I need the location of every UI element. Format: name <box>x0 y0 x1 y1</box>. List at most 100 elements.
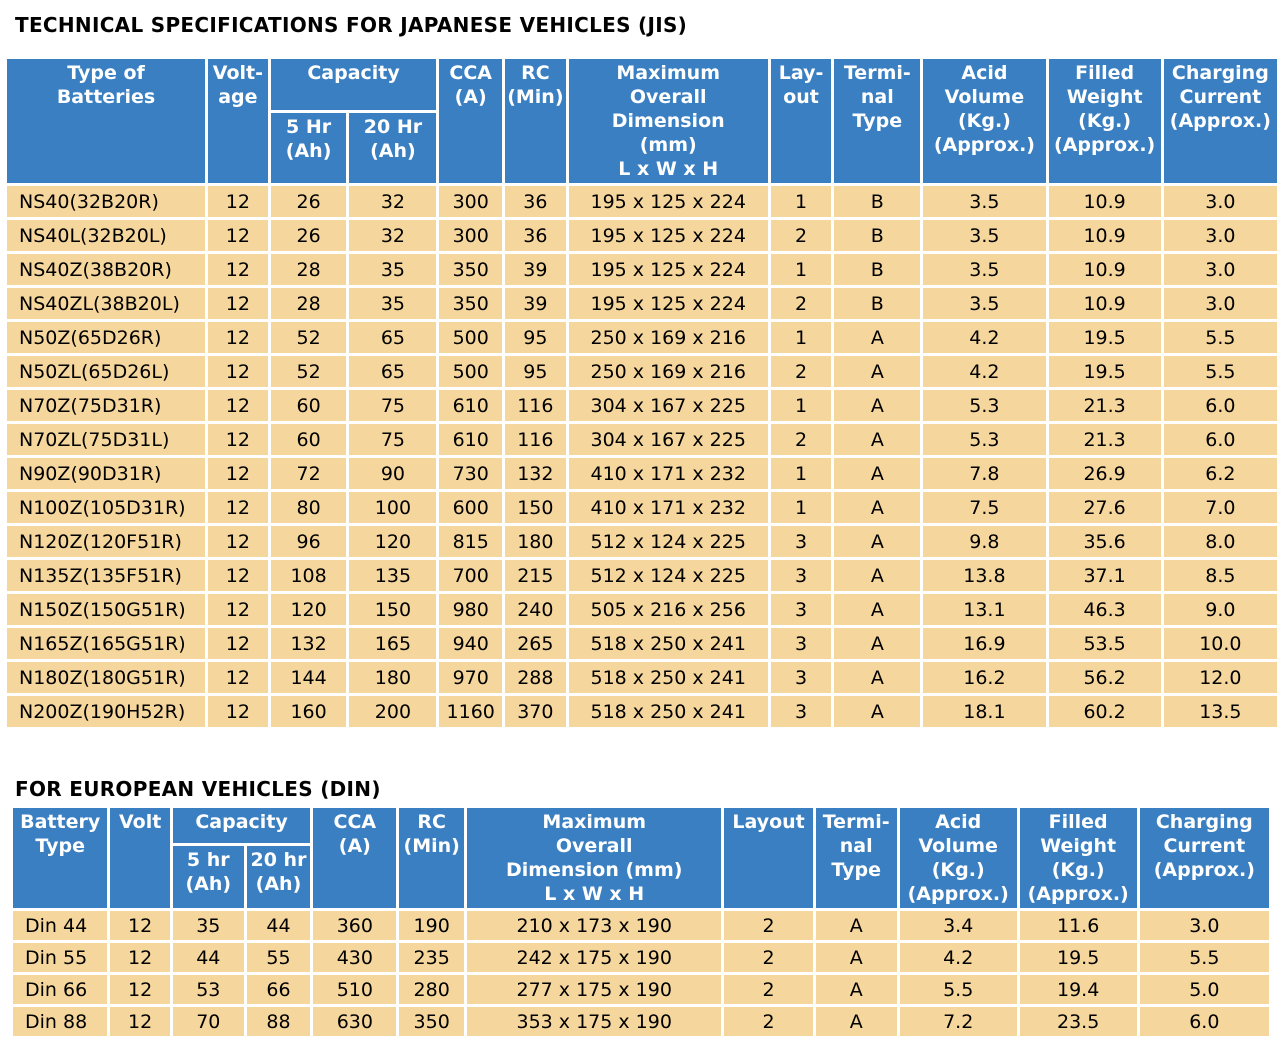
cell-type: N200Z(190H52R) <box>7 696 206 727</box>
cell-layout: 3 <box>770 696 832 727</box>
cell-filled-weight: 60.2 <box>1048 696 1161 727</box>
cell-capacity-20hr: 135 <box>349 560 437 591</box>
cell-terminal-type: A <box>834 390 921 421</box>
header-voltage: Volt <box>110 808 170 908</box>
cell-capacity-20hr: 75 <box>349 390 437 421</box>
cell-type: N50Z(65D26R) <box>7 322 206 353</box>
cell-acid-volume: 13.8 <box>923 560 1046 591</box>
cell-capacity-20hr: 88 <box>246 1007 311 1036</box>
cell-charging-current: 3.0 <box>1163 254 1277 285</box>
table-row: Din 66 12 53 66 510 280 277 x 175 x 190 2 A 5.5 19… <box>13 975 1269 1004</box>
table-row: N135Z(135F51R) 12 108 135 700 215 512 x 124 x … <box>7 560 1277 591</box>
cell-voltage: 12 <box>110 911 170 940</box>
cell-capacity-5hr: 52 <box>270 322 347 353</box>
cell-charging-current: 8.0 <box>1163 526 1277 557</box>
cell-dimension: 210 x 173 x 190 <box>467 911 722 940</box>
cell-charging-current: 5.5 <box>1163 356 1277 387</box>
cell-terminal-type: A <box>834 696 921 727</box>
cell-type: N120Z(120F51R) <box>7 526 206 557</box>
table-row: N70Z(75D31R) 12 60 75 610 116 304 x 167 x 225 1… <box>7 390 1277 421</box>
cell-voltage: 12 <box>208 356 268 387</box>
cell-rc: 116 <box>505 390 566 421</box>
cell-rc: 370 <box>505 696 566 727</box>
cell-capacity-20hr: 150 <box>349 594 437 625</box>
cell-charging-current: 5.0 <box>1139 975 1269 1004</box>
table-row: N100Z(105D31R) 12 80 100 600 150 410 x 171 x 2… <box>7 492 1277 523</box>
cell-charging-current: 6.0 <box>1163 424 1277 455</box>
cell-dimension: 304 x 167 x 225 <box>568 390 768 421</box>
cell-cca: 600 <box>439 492 503 523</box>
cell-capacity-5hr: 108 <box>270 560 347 591</box>
cell-cca: 360 <box>313 911 397 940</box>
header-acid-volume: Acid Volume (Kg.) (Approx.) <box>923 59 1046 183</box>
table-row: N165Z(165G51R) 12 132 165 940 265 518 x 250 x … <box>7 628 1277 659</box>
cell-layout: 2 <box>770 424 832 455</box>
cell-rc: 350 <box>399 1007 464 1036</box>
table-row: Din 55 12 44 55 430 235 242 x 175 x 190 2 A 4.2 19… <box>13 943 1269 972</box>
cell-voltage: 12 <box>208 288 268 319</box>
cell-type: N150Z(150G51R) <box>7 594 206 625</box>
cell-voltage: 12 <box>208 254 268 285</box>
din-section-title: FOR EUROPEAN VEHICLES (DIN) <box>15 777 381 801</box>
cell-acid-volume: 4.2 <box>923 322 1046 353</box>
cell-capacity-5hr: 144 <box>270 662 347 693</box>
cell-rc: 235 <box>399 943 464 972</box>
cell-dimension: 505 x 216 x 256 <box>568 594 768 625</box>
cell-filled-weight: 21.3 <box>1048 390 1161 421</box>
cell-terminal-type: B <box>834 288 921 319</box>
cell-terminal-type: A <box>834 492 921 523</box>
cell-capacity-20hr: 65 <box>349 322 437 353</box>
cell-filled-weight: 11.6 <box>1019 911 1137 940</box>
header-acid-volume: Acid Volume (Kg.) (Approx.) <box>899 808 1017 908</box>
cell-filled-weight: 27.6 <box>1048 492 1161 523</box>
cell-dimension: 410 x 171 x 232 <box>568 492 768 523</box>
header-dimension: Maximum Overall Dimension (mm) L x W x H <box>568 59 768 183</box>
cell-dimension: 518 x 250 x 241 <box>568 628 768 659</box>
cell-voltage: 12 <box>208 560 268 591</box>
header-rc: RC (Min) <box>399 808 464 908</box>
cell-voltage: 12 <box>208 492 268 523</box>
cell-cca: 980 <box>439 594 503 625</box>
cell-voltage: 12 <box>208 424 268 455</box>
cell-terminal-type: A <box>834 594 921 625</box>
cell-cca: 700 <box>439 560 503 591</box>
cell-cca: 510 <box>313 975 397 1004</box>
cell-cca: 630 <box>313 1007 397 1036</box>
cell-filled-weight: 56.2 <box>1048 662 1161 693</box>
cell-cca: 500 <box>439 322 503 353</box>
cell-voltage: 12 <box>208 390 268 421</box>
cell-cca: 350 <box>439 254 503 285</box>
cell-capacity-5hr: 160 <box>270 696 347 727</box>
cell-capacity-5hr: 52 <box>270 356 347 387</box>
cell-filled-weight: 53.5 <box>1048 628 1161 659</box>
header-dimension: Maximum Overall Dimension (mm) L x W x H <box>467 808 722 908</box>
cell-type: NS40L(32B20L) <box>7 220 206 251</box>
header-charging-current: Charging Current (Approx.) <box>1163 59 1277 183</box>
cell-filled-weight: 37.1 <box>1048 560 1161 591</box>
cell-type: N70Z(75D31R) <box>7 390 206 421</box>
cell-filled-weight: 10.9 <box>1048 254 1161 285</box>
table-row: N50ZL(65D26L) 12 52 65 500 95 250 x 169 x 216 2… <box>7 356 1277 387</box>
cell-terminal-type: A <box>815 1007 897 1036</box>
cell-capacity-5hr: 60 <box>270 424 347 455</box>
cell-acid-volume: 3.4 <box>899 911 1017 940</box>
cell-rc: 180 <box>505 526 566 557</box>
cell-type: Din 44 <box>13 911 108 940</box>
header-5hr: 5 hr (Ah) <box>172 846 244 908</box>
cell-cca: 610 <box>439 390 503 421</box>
cell-acid-volume: 3.5 <box>923 186 1046 217</box>
cell-layout: 2 <box>724 1007 813 1036</box>
cell-voltage: 12 <box>208 526 268 557</box>
cell-dimension: 250 x 169 x 216 <box>568 356 768 387</box>
cell-capacity-5hr: 80 <box>270 492 347 523</box>
cell-filled-weight: 10.9 <box>1048 288 1161 319</box>
cell-dimension: 195 x 125 x 224 <box>568 186 768 217</box>
cell-capacity-20hr: 35 <box>349 254 437 285</box>
cell-type: Din 55 <box>13 943 108 972</box>
cell-layout: 2 <box>770 220 832 251</box>
cell-capacity-5hr: 44 <box>172 943 244 972</box>
cell-charging-current: 3.0 <box>1139 911 1269 940</box>
cell-capacity-5hr: 35 <box>172 911 244 940</box>
cell-acid-volume: 7.5 <box>923 492 1046 523</box>
cell-dimension: 518 x 250 x 241 <box>568 696 768 727</box>
